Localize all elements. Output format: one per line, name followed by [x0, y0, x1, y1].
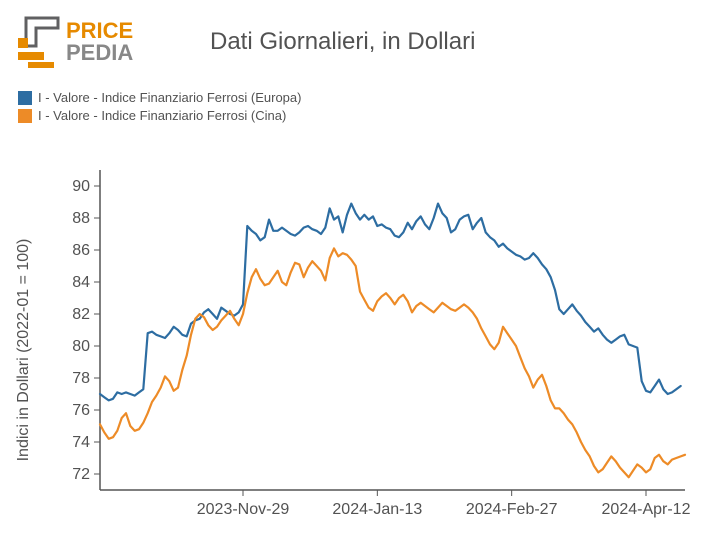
legend-label-europa: I - Valore - Indice Finanziario Ferrosi … — [38, 90, 301, 105]
legend: I - Valore - Indice Finanziario Ferrosi … — [18, 90, 301, 126]
legend-swatch-europa — [18, 91, 32, 105]
pricepedia-logo: PRICE PEDIA — [18, 14, 158, 70]
svg-text:84: 84 — [72, 274, 90, 291]
legend-label-cina: I - Valore - Indice Finanziario Ferrosi … — [38, 108, 286, 123]
svg-text:2023-Nov-29: 2023-Nov-29 — [197, 501, 290, 518]
svg-text:72: 72 — [72, 466, 90, 483]
line-chart: 72 74 76 78 80 82 84 86 88 90 2023-Nov-29 2024-Jan-… — [30, 160, 695, 540]
svg-text:86: 86 — [72, 242, 90, 259]
svg-text:76: 76 — [72, 402, 90, 419]
chart-area: Indici in Dollari (2022-01 = 100) 727476… — [30, 160, 695, 540]
logo-mark — [18, 18, 58, 68]
legend-item-europa: I - Valore - Indice Finanziario Ferrosi … — [18, 90, 301, 105]
svg-text:90: 90 — [72, 178, 90, 195]
svg-text:2024-Jan-13: 2024-Jan-13 — [332, 501, 422, 518]
svg-text:74: 74 — [72, 434, 90, 451]
y-axis-label: Indici in Dollari (2022-01 = 100) — [15, 239, 33, 462]
legend-item-cina: I - Valore - Indice Finanziario Ferrosi … — [18, 108, 301, 123]
svg-text:2024-Apr-12: 2024-Apr-12 — [602, 501, 691, 518]
svg-text:78: 78 — [72, 370, 90, 387]
chart-title: Dati Giornalieri, in Dollari — [210, 28, 475, 56]
svg-text:88: 88 — [72, 210, 90, 227]
svg-text:80: 80 — [72, 338, 90, 355]
svg-text:82: 82 — [72, 306, 90, 323]
logo-text-bottom: PEDIA — [66, 40, 133, 65]
svg-text:2024-Feb-27: 2024-Feb-27 — [466, 501, 558, 518]
legend-swatch-cina — [18, 109, 32, 123]
